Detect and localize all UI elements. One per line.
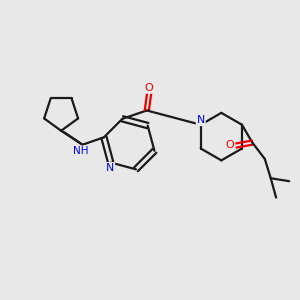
Text: O: O bbox=[145, 83, 154, 93]
Text: NH: NH bbox=[73, 146, 89, 156]
Text: O: O bbox=[226, 140, 234, 150]
Text: N: N bbox=[196, 115, 205, 125]
Text: N: N bbox=[106, 163, 114, 173]
